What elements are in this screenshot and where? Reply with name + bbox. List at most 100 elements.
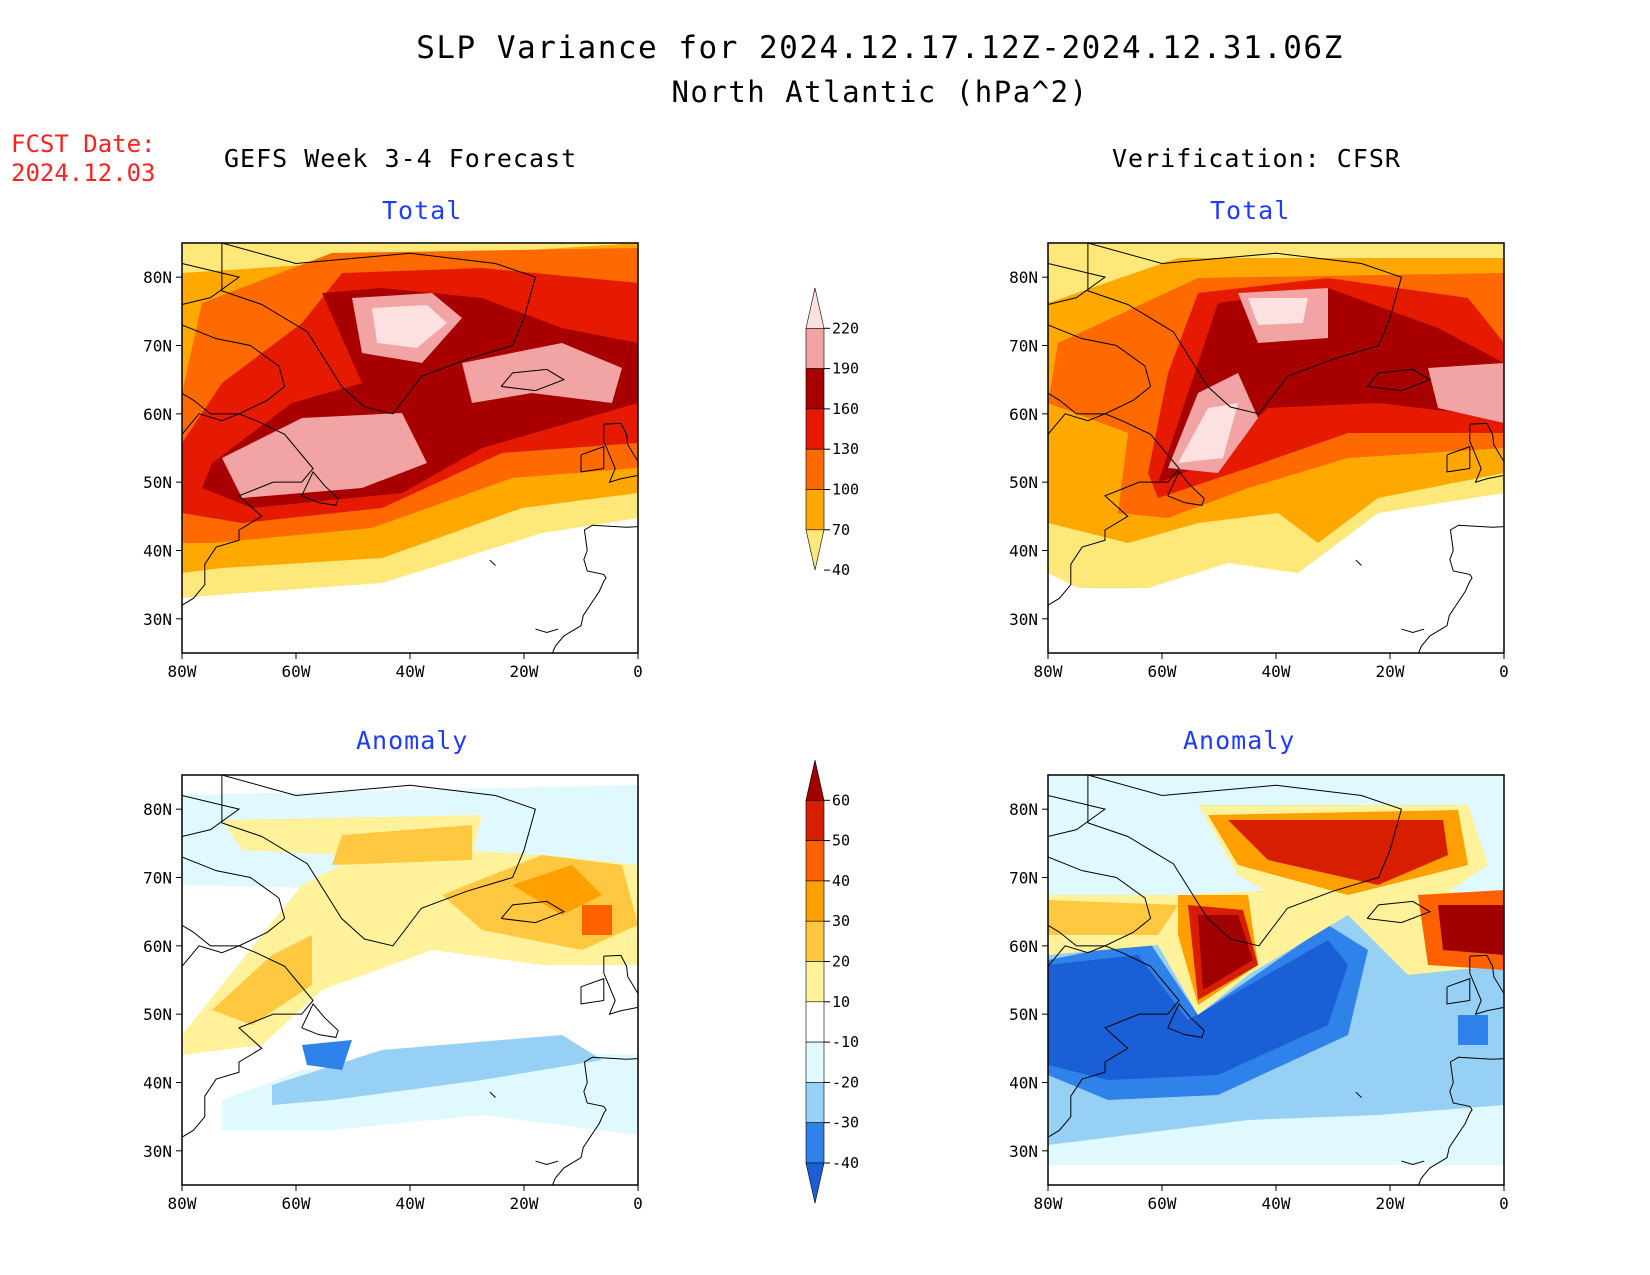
colorbar-label: 190: [832, 360, 859, 378]
coastline: [535, 628, 559, 634]
lon-tick-label: 20W: [1376, 1194, 1405, 1213]
colorbar-swatch: [805, 408, 825, 450]
lat-tick-label: 60N: [1009, 405, 1038, 424]
coastline: [551, 1056, 638, 1185]
coastline: [301, 1002, 339, 1038]
colorbar-swatch: [805, 840, 825, 882]
colorbar-label: -40: [832, 1154, 859, 1172]
coastline: [1087, 243, 1403, 415]
lon-tick-label: 0: [1499, 662, 1509, 681]
contour-fill: [272, 1035, 602, 1105]
contour-fill: [1428, 363, 1504, 423]
coastline: [1355, 559, 1362, 566]
lon-tick-label: 80W: [168, 1194, 197, 1213]
coastline: [1167, 470, 1205, 506]
coastline: [1446, 977, 1471, 1005]
coastline: [580, 445, 605, 473]
coastline: [182, 856, 286, 947]
lon-tick-label: 20W: [1376, 662, 1405, 681]
forecast-anomaly-title: Anomaly: [356, 726, 469, 755]
coastline: [1048, 856, 1152, 947]
colorbar-swatch: [805, 368, 825, 410]
fcst-total-map: [181, 242, 639, 654]
coastline: [603, 422, 638, 483]
colorbar-label: 10: [832, 993, 850, 1011]
colorbar-end-arrow: [805, 759, 825, 801]
lat-tick-label: 60N: [143, 405, 172, 424]
coastline: [1048, 413, 1180, 606]
anomaly-colorbar: 60 50 40 30 20 10 -10 -20 -30 -40: [805, 759, 859, 1204]
main-subtitle: North Atlantic (hPa^2): [671, 75, 1089, 109]
lon-tick-label: 80W: [168, 662, 197, 681]
fcst-total-axes: 80N 70N 60N 50N 40N 30N 80W 60W 40W 20W 0: [143, 268, 643, 681]
lon-tick-label: 60W: [1148, 662, 1177, 681]
contour-fill: [212, 935, 312, 1025]
forecast-column-title: GEFS Week 3-4 Forecast: [224, 144, 578, 173]
lon-tick-label: 40W: [396, 1194, 425, 1213]
coastline: [1446, 445, 1471, 473]
colorbar-label: 160: [832, 400, 859, 418]
colorbar-label: 30: [832, 912, 850, 930]
colorbar-label: 100: [832, 481, 859, 499]
colorbar-swatch: [805, 489, 825, 531]
forecast-total-title: Total: [382, 196, 463, 225]
contour-fill: [222, 413, 427, 498]
colorbar-swatch: [805, 448, 825, 490]
colorbar-swatch: [805, 1082, 825, 1124]
verif-total-map: [1047, 242, 1505, 654]
lat-tick-label: 70N: [143, 869, 172, 888]
lat-tick-label: 30N: [143, 610, 172, 629]
coastline: [489, 559, 496, 566]
coastline: [1355, 1091, 1362, 1098]
coastline: [1087, 775, 1403, 947]
verification-total-title: Total: [1210, 196, 1291, 225]
coastline: [1401, 628, 1425, 634]
total-colorbar: 220 190 160 130 100 70 40: [805, 287, 859, 579]
coastline: [182, 263, 241, 305]
coastline: [535, 1160, 559, 1166]
contour-fill: [1458, 1015, 1488, 1045]
fcst-anom-axes: 80N 70N 60N 50N 40N 30N 80W 60W 40W 20W 0: [143, 800, 643, 1213]
coastline: [1469, 422, 1504, 483]
contour-fill: [1198, 915, 1253, 990]
coastline: [1366, 900, 1432, 924]
coastline: [221, 775, 537, 947]
coastline: [1048, 945, 1180, 1138]
lon-tick-label: 0: [633, 1194, 643, 1213]
colorbar-label: -10: [832, 1033, 859, 1051]
lat-tick-label: 40N: [143, 1074, 172, 1093]
verif-total-axes: 80N 70N 60N 50N 40N 30N 80W 60W 40W 20W 0: [1009, 268, 1509, 681]
lat-tick-label: 50N: [1009, 1005, 1038, 1024]
colorbar-label: -20: [832, 1073, 859, 1091]
lat-tick-label: 50N: [1009, 473, 1038, 492]
verification-column-title: Verification: CFSR: [1112, 144, 1401, 173]
colorbar-swatch: [805, 920, 825, 962]
coastline: [182, 945, 314, 1138]
contour-fill: [1048, 900, 1178, 935]
lon-tick-label: 60W: [1148, 1194, 1177, 1213]
main-title: SLP Variance for 2024.12.17.12Z-2024.12.…: [416, 30, 1344, 66]
colorbar-end-arrow: [805, 287, 825, 329]
lon-tick-label: 0: [1499, 1194, 1509, 1213]
lat-tick-label: 40N: [1009, 1074, 1038, 1093]
coastline: [1417, 524, 1504, 653]
colorbar-label: 40: [832, 561, 850, 579]
colorbar-swatch: [805, 961, 825, 1003]
lat-tick-label: 80N: [1009, 800, 1038, 819]
fcst-total-fields: [182, 243, 638, 653]
coastline: [1048, 795, 1107, 837]
coastline: [301, 470, 339, 506]
colorbar-label: 70: [832, 521, 850, 539]
contour-fill: [1158, 288, 1504, 483]
colorbar-swatch: [805, 1001, 825, 1043]
verification-anomaly-title: Anomaly: [1183, 726, 1296, 755]
lon-tick-label: 40W: [1262, 1194, 1291, 1213]
coastline: [182, 413, 314, 606]
coastline: [1048, 324, 1152, 415]
lat-tick-label: 30N: [143, 1142, 172, 1161]
lat-tick-label: 80N: [143, 800, 172, 819]
colorbar-end-arrow: [805, 1162, 825, 1204]
colorbar-end-arrow: [805, 529, 825, 571]
lat-tick-label: 60N: [1009, 937, 1038, 956]
